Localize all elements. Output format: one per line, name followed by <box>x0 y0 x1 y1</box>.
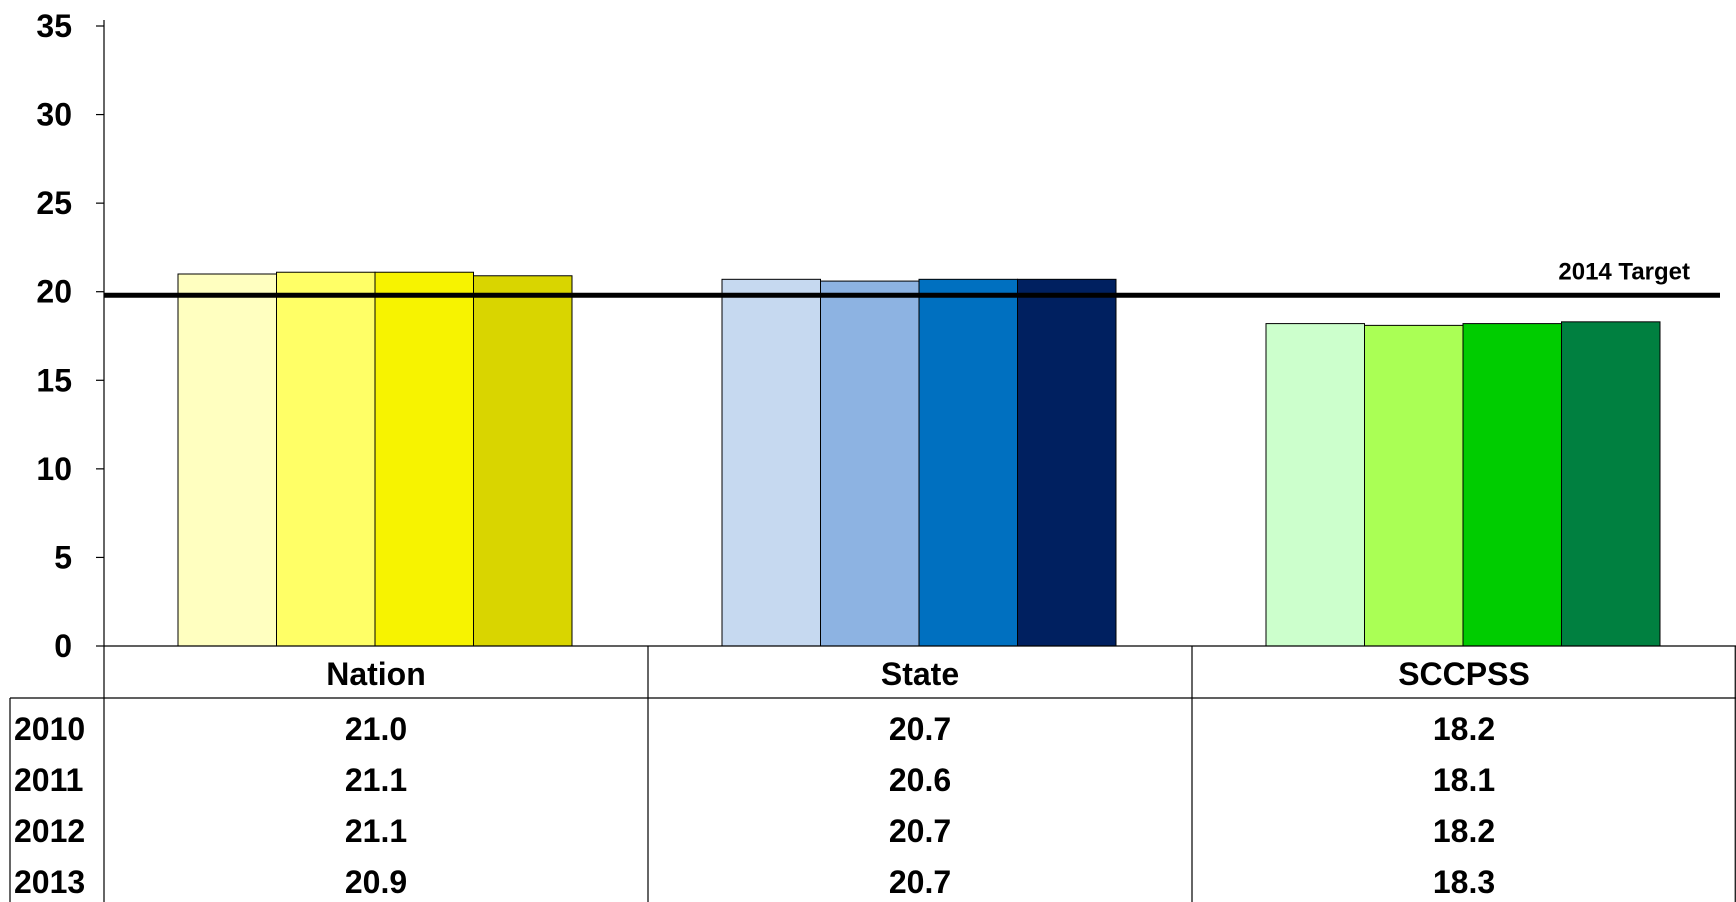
category-label-state: State <box>881 656 959 692</box>
value-label-sccpss-2012: 18.2 <box>1433 813 1495 849</box>
value-label-sccpss-2013: 18.3 <box>1433 864 1495 900</box>
category-label-nation: Nation <box>326 656 426 692</box>
value-label-sccpss-2011: 18.1 <box>1433 762 1495 798</box>
value-label-state-2010: 20.7 <box>889 711 951 747</box>
series-label-2010: 2010 <box>14 711 85 747</box>
bar-sccpss-2011 <box>1364 324 1464 647</box>
y-tick-label: 20 <box>36 274 72 310</box>
value-label-nation-2011: 21.1 <box>345 762 407 798</box>
y-tick-label: 30 <box>36 97 72 133</box>
value-label-sccpss-2010: 18.2 <box>1433 711 1495 747</box>
bar-nation-2011 <box>276 271 376 647</box>
value-label-nation-2013: 20.9 <box>345 864 407 900</box>
target-line-label: 2014 Target <box>1558 258 1690 285</box>
bar-sccpss-2012 <box>1462 323 1562 647</box>
y-tick-label: 25 <box>36 185 72 221</box>
series-label-2011: 2011 <box>14 762 83 798</box>
target-line-group: 2014 Target <box>104 258 1720 298</box>
bar-nation-2013 <box>473 275 573 647</box>
value-label-state-2011: 20.6 <box>889 762 951 798</box>
data-table: Nation State SCCPSS 2010 21.0 20.7 18.2 2011 21.… <box>9 646 1736 902</box>
bar-state-2010 <box>721 278 821 647</box>
y-tick-label: 35 <box>36 8 72 44</box>
category-label-sccpss: SCCPSS <box>1398 656 1530 692</box>
series-label-2012: 2012 <box>14 813 85 849</box>
y-tick-label: 0 <box>54 628 72 664</box>
bar-nation-2012 <box>374 271 474 647</box>
bar-sccpss-2013 <box>1561 321 1661 647</box>
value-label-state-2012: 20.7 <box>889 813 951 849</box>
y-tick-label: 5 <box>54 539 72 575</box>
value-label-nation-2010: 21.0 <box>345 711 407 747</box>
bar-state-2013 <box>1017 278 1117 647</box>
axes-group: 0 5 10 15 20 25 30 35 <box>36 8 1736 664</box>
series-label-2013: 2013 <box>14 864 85 900</box>
value-label-state-2013: 20.7 <box>889 864 951 900</box>
y-tick-label: 10 <box>36 451 72 487</box>
bar-nation-2010 <box>177 273 277 647</box>
value-label-nation-2012: 21.1 <box>345 813 407 849</box>
bar-sccpss-2010 <box>1265 323 1365 647</box>
bar-state-2012 <box>918 278 1018 647</box>
bars-group <box>177 271 1661 647</box>
bar-state-2011 <box>820 280 920 647</box>
y-tick-label: 15 <box>36 362 72 398</box>
